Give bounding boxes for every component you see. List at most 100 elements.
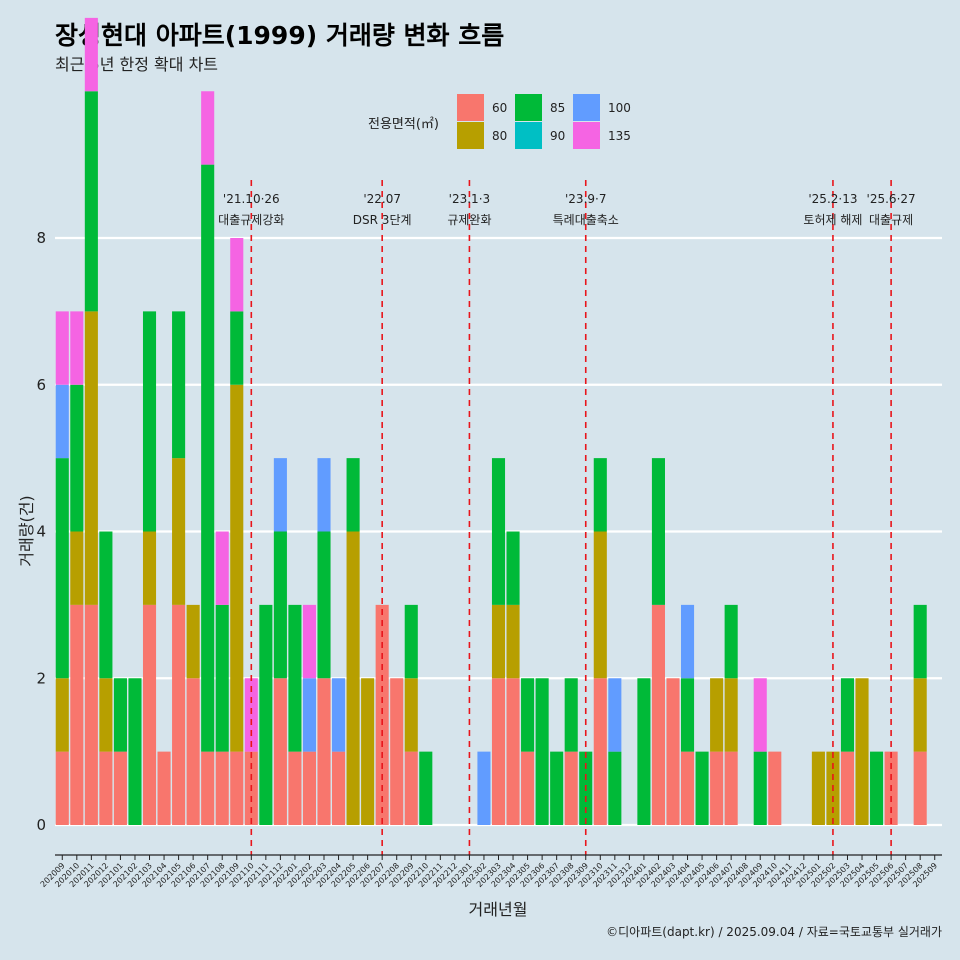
bar-202009-80 [55, 678, 69, 752]
bar-202208-60 [390, 678, 404, 825]
legend-label-60: 60 [492, 101, 507, 115]
legend-swatch-100 [573, 94, 600, 121]
bar-202304-80 [506, 604, 520, 679]
legend-swatch-85 [515, 94, 542, 121]
bar-202402-85 [651, 458, 665, 605]
bar-202010-135 [70, 311, 84, 385]
bar-202308-85 [564, 678, 578, 752]
bar-202202-135 [302, 604, 317, 679]
bar-202012-85 [99, 531, 113, 679]
legend-title: 전용면적(㎡) [368, 117, 439, 132]
bar-202107-85 [201, 164, 215, 752]
bar-202311-100 [608, 678, 622, 752]
bar-202501-80 [811, 751, 825, 825]
bar-202508-85 [913, 604, 927, 679]
bar-202303-80 [491, 604, 506, 679]
bars [55, 17, 927, 825]
event-markers: '21.10·26 대출규제강화 '22.07 DSR 3단계 '23.1·3 규제완화 '… [218, 180, 916, 855]
bar-202205-85 [346, 458, 360, 532]
bar-202404-85 [680, 678, 695, 752]
x-axis-label: 거래년월 [469, 900, 528, 919]
event-date: '23.9·7 [565, 192, 606, 206]
bar-202210-85 [419, 751, 433, 825]
bar-202306-85 [535, 678, 549, 825]
bar-202305-85 [521, 678, 535, 752]
bar-202102-85 [128, 678, 142, 825]
event-label: 토허제 해제 [803, 213, 862, 227]
bar-202202-60 [302, 751, 317, 825]
bar-202505-85 [870, 751, 884, 825]
bar-202310-60 [593, 678, 607, 825]
bar-202009-100 [55, 384, 69, 459]
bar-202302-100 [477, 751, 491, 825]
bar-202209-85 [404, 604, 418, 679]
event-date: '22.07 [363, 192, 401, 206]
bar-202409-135 [753, 678, 767, 752]
bar-202109-85 [230, 311, 244, 385]
bar-202508-60 [913, 751, 927, 825]
bar-202404-100 [680, 604, 695, 679]
bar-202011-85 [84, 91, 98, 312]
legend: 전용면적(㎡) 60 80 85 90 100 135 [368, 94, 631, 149]
bar-202103-60 [142, 604, 157, 825]
bar-202404-60 [680, 751, 695, 825]
event-label: 대출규제강화 [218, 213, 284, 227]
y-tick-label: 4 [36, 523, 46, 541]
bar-202407-85 [724, 604, 738, 679]
bar-202303-60 [491, 678, 506, 825]
bar-202112-85 [273, 531, 287, 679]
bar-202109-60 [230, 751, 244, 825]
bar-202108-135 [215, 531, 229, 605]
bar-202106-60 [186, 678, 200, 825]
bar-202310-85 [593, 458, 607, 532]
legend-swatch-80 [457, 122, 484, 149]
bar-202206-80 [361, 678, 375, 825]
event-date: '21.10·26 [223, 192, 280, 206]
bar-202104-60 [157, 751, 171, 825]
bar-202204-60 [332, 751, 346, 825]
bar-202110-135 [244, 678, 258, 752]
bar-202011-135 [84, 17, 98, 92]
bar-202303-85 [491, 458, 506, 605]
legend-swatch-90 [515, 122, 542, 149]
y-tick-label: 6 [36, 376, 46, 394]
bar-202101-60 [113, 751, 127, 825]
event-date: '25.2·13 [808, 192, 857, 206]
bar-202304-85 [506, 531, 520, 605]
legend-label-85: 85 [550, 101, 565, 115]
bar-202203-85 [317, 531, 331, 679]
bar-202009-135 [55, 311, 69, 385]
bar-202012-80 [99, 678, 113, 752]
bar-202111-85 [259, 604, 273, 825]
bar-202107-60 [201, 751, 215, 825]
bar-202202-100 [302, 678, 317, 752]
bar-202201-85 [288, 604, 302, 752]
bar-202101-85 [113, 678, 127, 752]
bar-202105-80 [172, 458, 186, 605]
legend-label-135: 135 [608, 129, 631, 143]
legend-label-90: 90 [550, 129, 565, 143]
bar-202407-80 [724, 678, 738, 752]
bar-202403-60 [666, 678, 680, 825]
chart-title: 장성현대 아파트(1999) 거래량 변화 흐름 [55, 21, 504, 50]
bar-202106-80 [186, 604, 200, 679]
bar-202311-85 [608, 751, 622, 825]
y-tick-label: 2 [36, 669, 46, 687]
bar-202201-60 [288, 751, 302, 825]
legend-label-100: 100 [608, 101, 631, 115]
bar-202010-80 [70, 531, 84, 605]
bar-202010-85 [70, 384, 84, 532]
bar-202105-60 [172, 604, 186, 825]
y-tick-label: 8 [36, 229, 46, 247]
legend-swatch-60 [457, 94, 484, 121]
event-date: '23.1·3 [449, 192, 490, 206]
bar-202410-60 [768, 751, 782, 825]
x-axis: 2020092020102020112020122021012021022021… [39, 854, 942, 889]
bar-202503-85 [840, 678, 855, 752]
bar-202407-60 [724, 751, 738, 825]
bar-202011-80 [84, 311, 98, 605]
bar-202209-60 [404, 751, 418, 825]
bar-202109-80 [230, 384, 244, 752]
event-label: 규제완화 [447, 213, 491, 227]
legend-label-80: 80 [492, 129, 507, 143]
